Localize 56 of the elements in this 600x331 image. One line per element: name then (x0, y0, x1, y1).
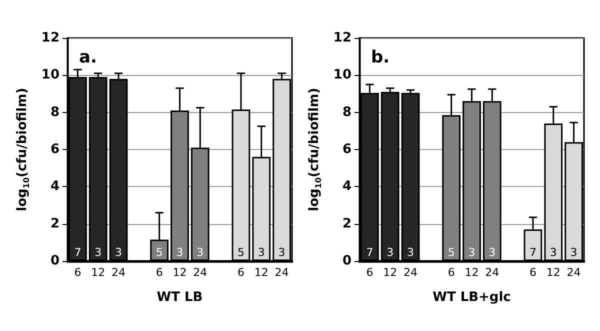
annotation: 7 (74, 246, 82, 259)
x-tick-label: 12 (254, 266, 268, 279)
y-tick-label: 0 (50, 254, 60, 268)
x-tick-label: 24 (404, 266, 418, 279)
annotation: 3 (488, 246, 496, 259)
x-axis-title: WT LB (156, 290, 203, 305)
annotation: 7 (529, 246, 536, 259)
y-tick-label: 2 (342, 216, 352, 232)
y-tick-label: 4 (342, 179, 352, 194)
annotation: 3 (196, 246, 204, 259)
y-tick-label: 6 (342, 142, 352, 157)
x-tick-label: 24 (566, 266, 581, 279)
text: a. (79, 48, 97, 68)
y-tick-label: 10 (333, 68, 352, 83)
annotation: 3 (407, 246, 414, 259)
annotation: 3 (94, 246, 102, 259)
x-tick-label: 24 (274, 266, 289, 279)
x-tick-label: 6 (529, 266, 536, 279)
y-tick-label: 2 (50, 216, 60, 232)
annotation: 3 (278, 246, 286, 259)
y-tick-label: 4 (50, 179, 60, 194)
y-tick-label: 8 (342, 104, 352, 120)
annotation: 3 (386, 246, 394, 259)
y-axis-title: log10(cfu/biofilm) (307, 88, 323, 212)
annotation: 5 (448, 246, 455, 259)
annotation: 5 (237, 246, 244, 259)
x-tick-label: 6 (448, 266, 455, 279)
annotation: 3 (115, 246, 122, 259)
x-tick-label: 12 (172, 266, 187, 279)
x-tick-label: 24 (485, 266, 500, 279)
x-tick-label: 6 (74, 266, 82, 279)
x-tick-label: 24 (112, 266, 126, 279)
annotation: 3 (570, 246, 578, 259)
y-tick-label: 6 (50, 142, 60, 157)
x-tick-label: 6 (237, 266, 244, 279)
text: b. (371, 48, 390, 68)
y-tick-label: 12 (333, 30, 352, 46)
x-tick-label: 6 (366, 266, 374, 279)
annotation: 3 (468, 246, 476, 259)
y-tick-label: 12 (41, 30, 60, 46)
annotation: 7 (366, 246, 374, 259)
x-tick-label: 6 (156, 266, 163, 279)
annotation: 3 (550, 246, 557, 259)
annotation: 3 (258, 246, 265, 259)
x-tick-label: 12 (383, 266, 398, 279)
annotation: 5 (156, 246, 163, 259)
annotation: 3 (176, 246, 184, 259)
x-tick-label: 12 (91, 266, 106, 279)
y-axis-title: log10(cfu/biofilm) (15, 88, 31, 212)
y-tick-label: 10 (41, 68, 60, 83)
x-tick-label: 12 (546, 266, 560, 279)
y-tick-label: 8 (50, 104, 60, 120)
y-tick-label: 0 (342, 254, 352, 268)
x-tick-label: 12 (464, 266, 479, 279)
x-axis-title: WT LB+glc (432, 290, 511, 305)
x-tick-label: 24 (193, 266, 208, 279)
